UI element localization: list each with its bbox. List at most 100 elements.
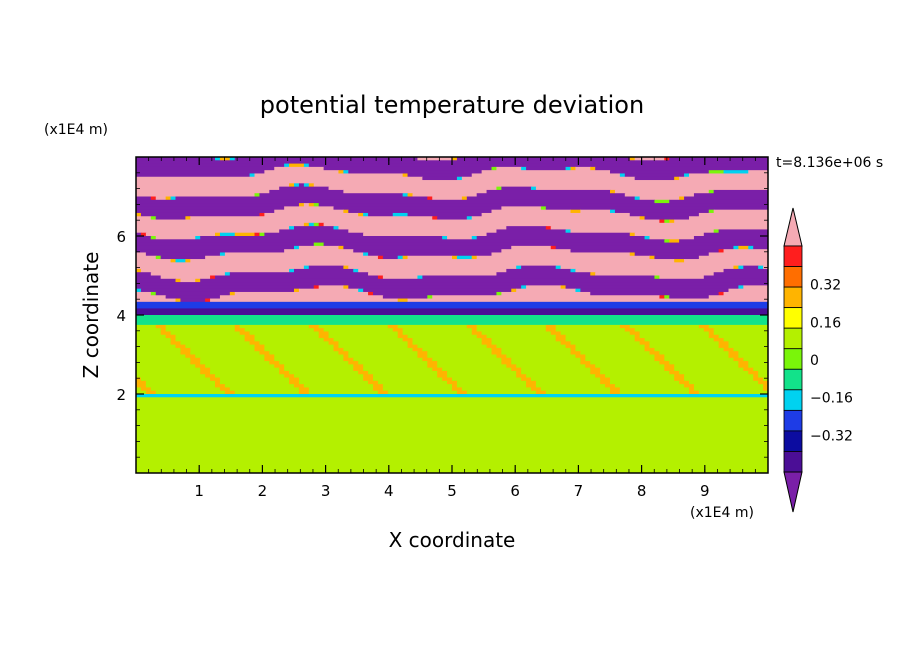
contour-cell [185,216,191,221]
contour-cell [284,163,290,168]
contour-cell [175,344,186,349]
contour-cell [136,301,768,306]
contour-cell [535,380,601,385]
contour-cell [338,341,409,346]
contour-cell [659,275,705,280]
contour-cell [397,331,404,336]
contour-cell [718,341,730,346]
contour-cell [659,361,670,365]
contour-cell [545,324,557,329]
contour-cell [624,193,695,198]
contour-cell [402,338,414,342]
contour-cell [471,328,478,333]
contour-cell [175,278,182,283]
contour-cell [743,357,768,362]
contour-cell [605,374,675,379]
contour-cell [155,324,167,329]
contour-cell [402,328,473,333]
contour-cell [427,295,433,300]
contour-cell [382,387,453,392]
contour-cell [728,351,739,356]
contour-cell [753,367,768,372]
contour-cell [634,157,665,161]
contour-cell [417,157,453,161]
contour-cell [136,206,285,211]
contour-cell [555,328,626,333]
contour-cell [373,387,384,392]
contour-cell [136,456,768,461]
contour-cell [521,370,591,375]
contour-cell [758,374,768,379]
contour-cell [713,189,768,194]
contour-cell [693,387,764,392]
contour-cell [136,436,768,441]
contour-cell [279,186,330,191]
contour-cell [427,351,493,356]
contour-cell [239,324,310,329]
contour-cell [343,347,414,352]
contour-cell [471,236,478,240]
contour-cell [634,196,641,201]
colorbar-tick-label: 0.32 [810,278,841,294]
contour-cell [136,252,147,257]
contour-cell [748,170,768,175]
contour-cell [219,295,384,300]
contour-cell [150,216,157,221]
contour-cell [763,384,768,389]
contour-cell [136,400,768,405]
contour-cell [136,176,423,181]
contour-cell [348,229,498,234]
contour-cell [565,166,572,171]
contour-cell [234,390,300,395]
contour-cell [274,209,344,214]
contour-cell [595,166,768,171]
contour-cell [333,226,340,231]
contour-cell [565,338,636,342]
contour-cell [511,245,552,250]
contour-cell [669,295,710,300]
contour-cell [363,364,428,369]
contour-cell [763,377,768,382]
contour-cell [219,377,290,382]
contour-cell [150,196,157,201]
contour-cell [570,166,577,171]
contour-cell [136,377,142,382]
contour-cell [575,268,725,273]
contour-cell [377,275,384,280]
contour-cell [244,328,315,333]
contour-cell [466,390,537,395]
contour-cell [343,189,488,194]
contour-cell [382,255,399,260]
contour-cell [190,347,256,352]
contour-cell [526,166,567,171]
contour-cell [753,374,759,379]
contour-cell [674,374,685,379]
contour-cell [136,347,182,352]
contour-cell [165,295,221,300]
contour-cell [323,328,394,333]
contour-cell [328,341,340,346]
contour-cell [713,272,768,277]
contour-cell [210,298,399,303]
contour-cell [313,285,320,290]
contour-cell [259,341,330,346]
contour-cell [728,354,739,359]
contour-cell [481,331,552,336]
contour-cell [452,377,522,382]
contour-cell [249,173,256,178]
contour-cell [447,374,517,379]
contour-cell [526,384,537,389]
contour-cell [718,344,730,349]
contour-cell [461,196,468,201]
contour-cell [437,370,448,375]
contour-cell [136,173,251,178]
contour-cell [348,209,493,214]
contour-cell [698,212,768,217]
contour-cell [501,357,512,362]
contour-cell [382,275,419,280]
x-tick-label: 5 [447,482,457,500]
contour-cell [348,354,419,359]
contour-cell [501,347,572,352]
contour-cell [150,291,157,296]
